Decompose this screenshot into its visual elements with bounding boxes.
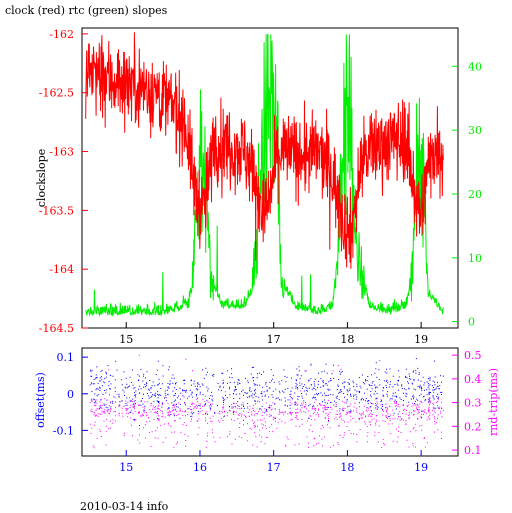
- top-y2-tick-label: 30: [468, 124, 482, 137]
- bottom-y2-axis-label: rnd-trip(ms): [487, 368, 500, 436]
- bottom-series-group: [89, 354, 444, 449]
- top-y-tick-label: -163.5: [39, 204, 74, 217]
- top-series-group: [85, 32, 444, 317]
- bottom-y-tick-label: 0.1: [57, 351, 75, 364]
- top-y2-tick-label: 20: [468, 188, 482, 201]
- top-y-tick-label: -164.5: [39, 322, 74, 335]
- top-y2-tick-label: 40: [468, 60, 482, 73]
- offset-points: [89, 358, 444, 426]
- top-y-tick-label: -164: [49, 263, 74, 276]
- top-y-tick-label: -162.5: [39, 87, 74, 100]
- bottom-x-tick-label: 19: [414, 461, 428, 474]
- bottom-y2-tick-label: 0.1: [464, 444, 482, 457]
- bottom-y-tick-label: 0: [67, 388, 74, 401]
- bottom-y-axis-label: offset(ms): [34, 372, 47, 428]
- bottom-y2-tick-label: 0.2: [464, 420, 482, 433]
- top-x-tick-label: 17: [267, 333, 281, 346]
- top-axis-ticks: 15 16 17 18 19 -162 -162.5 -163 -163.5 -164 -164.5…: [39, 28, 482, 346]
- bottom-y2-tick-label: 0.5: [464, 349, 482, 362]
- bottom-axis-ticks: 15 16 17 18 19 0.1 0 -0.1 0.5 0.4 0.3 0.2 0.1: [53, 349, 482, 474]
- top-y-tick-label: -162: [49, 28, 74, 41]
- top-x-tick-label: 15: [119, 333, 133, 346]
- rtc-slope-line: [85, 33, 444, 317]
- bottom-x-tick-label: 18: [340, 461, 354, 474]
- clock-rtc-slope-chart: 15 16 17 18 19 -162 -162.5 -163 -163.5 -164 -164.5…: [35, 27, 482, 346]
- top-plot-frame: [81, 27, 459, 329]
- top-x-tick-label: 18: [340, 333, 354, 346]
- bottom-plot-frame: [81, 347, 459, 457]
- bottom-x-tick-label: 16: [193, 461, 207, 474]
- top-x-tick-label: 19: [414, 333, 428, 346]
- top-y-tick-label: -163: [49, 146, 74, 159]
- bottom-y2-tick-label: 0.3: [464, 397, 482, 410]
- bottom-y2-tick-label: 0.4: [464, 373, 482, 386]
- footer-info: 2010-03-14 info: [80, 500, 169, 513]
- bottom-y-tick-label: -0.1: [53, 424, 74, 437]
- top-y-axis-label: clockslope: [35, 149, 48, 207]
- rndtrip-points: [89, 354, 444, 449]
- chart-title: clock (red) rtc (green) slopes: [5, 4, 168, 17]
- clock-slope-line: [85, 32, 444, 269]
- top-y2-tick-label: 10: [468, 252, 482, 265]
- offset-rndtrip-chart: 15 16 17 18 19 0.1 0 -0.1 0.5 0.4 0.3 0.2 0.1 offset…: [34, 347, 500, 474]
- bottom-x-tick-label: 17: [267, 461, 281, 474]
- top-x-tick-label: 16: [193, 333, 207, 346]
- bottom-x-tick-label: 15: [119, 461, 133, 474]
- top-y2-tick-label: 0: [468, 316, 475, 329]
